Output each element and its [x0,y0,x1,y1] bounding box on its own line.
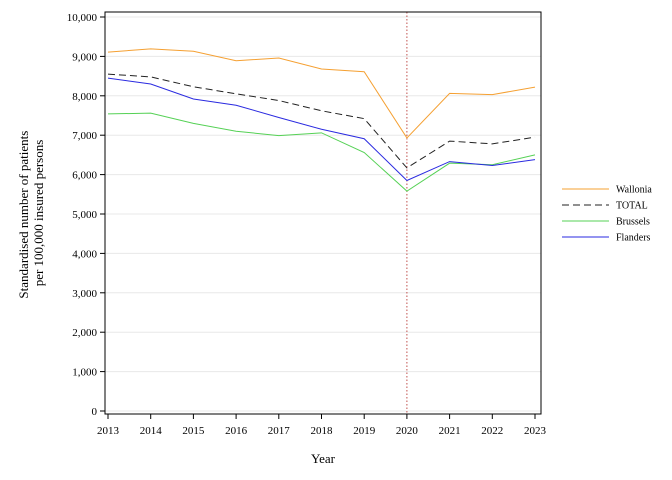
y-axis-label-line-1: Standardised number of patients [16,131,31,299]
plot-area-frame [104,11,542,415]
y-axis-label-line-2: per 100,000 insured persons [31,140,46,287]
series-line-wallonia [107,48,536,139]
y-tick-label: 10,000 [67,12,98,24]
legend: Wallonia TOTAL Brussels Flanders [562,185,652,244]
x-axis: 2013 2014 2015 2016 2017 2018 2019 2020 2021 2022… [97,414,547,437]
legend-label-flanders: Flanders [616,233,651,244]
y-tick-label: 8,000 [72,91,97,103]
x-tick-label: 2022 [481,425,503,437]
x-tick-label: 2021 [439,425,461,437]
series-line-flanders [107,77,536,182]
legend-label-brussels: Brussels [616,217,650,228]
series-lines [107,48,536,192]
x-tick-label: 2018 [311,425,334,437]
x-tick-label: 2014 [140,425,163,437]
y-tick-label: 2,000 [72,327,97,339]
y-tick-label: 1,000 [72,367,97,379]
y-axis-label: Standardised number of patients per 100,… [16,127,46,298]
x-tick-label: 2013 [97,425,120,437]
x-axis-label: Year [311,451,336,466]
y-tick-label: 4,000 [72,248,97,260]
y-tick-label: 9,000 [72,51,97,63]
gridlines [105,16,541,412]
y-tick-label: 3,000 [72,288,97,300]
legend-label-wallonia: Wallonia [616,185,652,196]
x-tick-label: 2019 [353,425,376,437]
x-tick-label: 2016 [225,425,248,437]
x-tick-label: 2020 [396,425,419,437]
legend-label-total: TOTAL [616,201,648,212]
x-tick-label: 2023 [524,425,547,437]
series-line-total [107,73,536,169]
x-tick-label: 2017 [268,425,291,437]
y-tick-label: 0 [92,406,98,418]
y-tick-label: 6,000 [72,170,97,182]
y-axis: 0 1,000 2,000 3,000 4,000 5,000 6,000 7,000 8,00… [67,12,105,418]
y-tick-label: 5,000 [72,209,97,221]
y-tick-label: 7,000 [72,130,97,142]
x-tick-label: 2015 [182,425,205,437]
series-line-brussels [107,112,536,192]
